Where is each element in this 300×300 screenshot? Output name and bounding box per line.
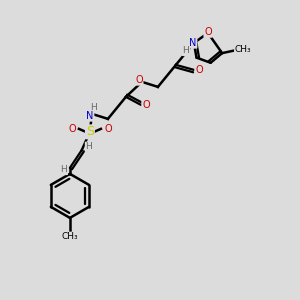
Text: O: O — [204, 27, 212, 37]
Text: N: N — [86, 111, 94, 121]
Text: O: O — [68, 124, 76, 134]
Text: CH₃: CH₃ — [61, 232, 78, 242]
Text: H: H — [61, 165, 67, 174]
Text: H: H — [85, 142, 92, 152]
Text: CH₃: CH₃ — [235, 45, 251, 54]
Text: O: O — [142, 100, 150, 110]
Text: O: O — [195, 65, 203, 75]
Text: S: S — [86, 125, 94, 138]
Text: N: N — [189, 38, 197, 48]
Text: O: O — [135, 75, 143, 85]
Text: O: O — [104, 124, 112, 134]
Text: H: H — [182, 46, 189, 56]
Text: H: H — [91, 103, 97, 112]
